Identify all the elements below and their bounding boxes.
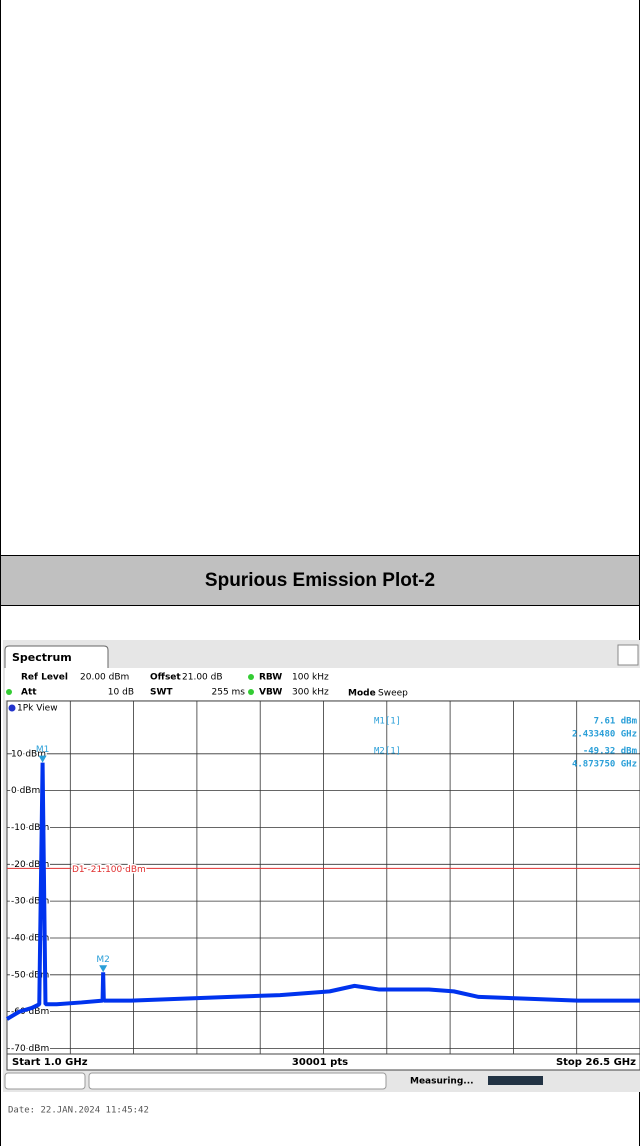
marker-frequency: 2.433480 GHz — [572, 730, 637, 740]
start-label: Start 1.0 GHz — [12, 1057, 88, 1068]
setting-label: Mode — [348, 689, 376, 699]
marker — [99, 965, 108, 973]
marker-name: M1[1] — [374, 717, 401, 727]
setting-label: Att — [21, 688, 37, 698]
x-axis-bar — [6, 1053, 640, 1071]
y-tick-label: -70 dBm — [11, 1044, 49, 1054]
setting-label: Ref Level — [21, 673, 68, 683]
progress-bar — [488, 1076, 543, 1085]
marker-value: -49.32 dBm — [583, 747, 638, 757]
setting-label: RBW — [259, 673, 282, 683]
status-box — [4, 1072, 86, 1090]
setting-value: 100 kHz — [292, 673, 329, 683]
stop-label: Stop 26.5 GHz — [556, 1057, 636, 1068]
status-dot — [248, 689, 254, 695]
section-title: Spurious Emission Plot-2 — [205, 570, 435, 591]
menu-icon[interactable] — [617, 644, 639, 666]
y-tick-label: -60 dBm — [11, 1007, 49, 1017]
marker-frequency: 4.873750 GHz — [572, 760, 637, 770]
y-tick-label: 10 dBm — [11, 749, 46, 759]
setting-label: SWT — [150, 688, 173, 698]
marker-value: 7.61 dBm — [594, 717, 638, 727]
points-label: 30001 pts — [292, 1057, 348, 1068]
setting-value: 300 kHz — [292, 688, 329, 698]
section-header — [0, 555, 640, 606]
status-dot — [248, 674, 254, 680]
setting-value: 21.00 dB — [182, 673, 223, 683]
trace — [5, 762, 640, 1021]
settings-panel — [5, 668, 640, 700]
status-text: Measuring... — [410, 1077, 474, 1087]
date: Date: 22.JAN.2024 11:45:42 — [8, 1106, 149, 1116]
status-dot — [6, 689, 12, 695]
tab — [4, 645, 109, 668]
marker-name: M2[1] — [374, 747, 401, 757]
setting-value: Sweep — [378, 689, 408, 699]
setting-label: Offset — [150, 673, 181, 683]
status-box — [88, 1072, 387, 1090]
setting-value: 255 ms — [212, 688, 246, 698]
display-line-label: D1 -21.100 dBm — [72, 865, 146, 875]
view-label: 1Pk View — [17, 704, 58, 714]
y-tick-label: 0 dBm — [11, 786, 40, 796]
marker-label: M1 — [36, 745, 50, 755]
marker-label: M2 — [96, 955, 110, 965]
marker — [38, 755, 47, 763]
setting-label: VBW — [259, 688, 282, 698]
setting-value: 10 dB — [108, 688, 134, 698]
trace-icon — [8, 704, 16, 712]
setting-value: 20.00 dBm — [80, 673, 129, 683]
tab-label: Spectrum — [12, 651, 72, 664]
